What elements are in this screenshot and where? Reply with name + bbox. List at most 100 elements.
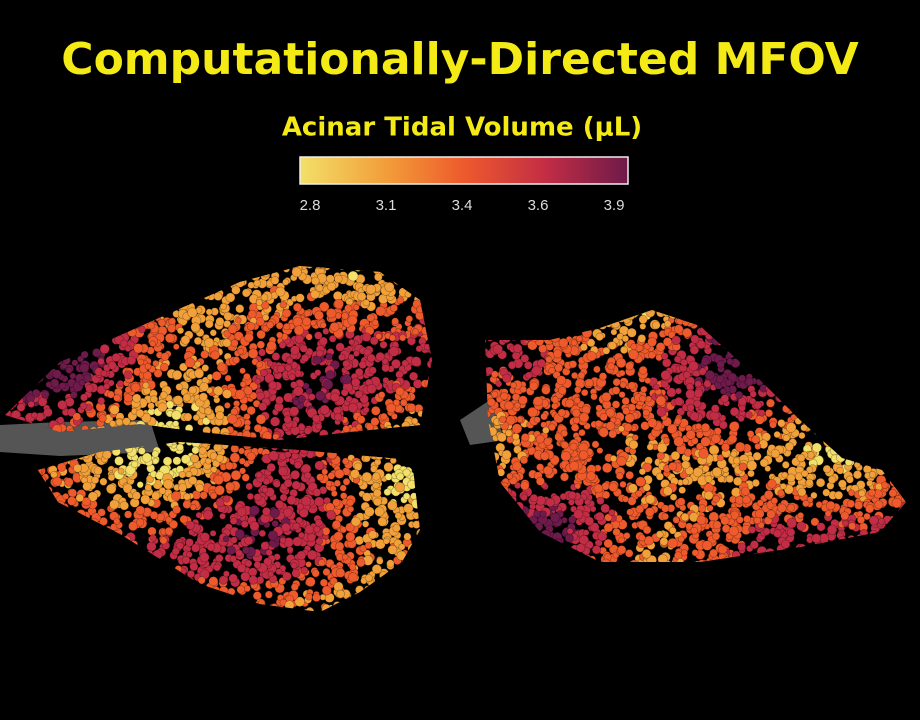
acinus-dot bbox=[540, 412, 548, 421]
acinus-dot bbox=[117, 467, 125, 475]
acinus-dot bbox=[162, 456, 173, 466]
acinus-dot bbox=[570, 423, 580, 432]
acinus-dot bbox=[572, 416, 581, 425]
acinus-dot bbox=[279, 493, 288, 502]
acinus-dot bbox=[214, 485, 225, 496]
acinus-dot bbox=[149, 340, 156, 348]
acinus-dot bbox=[406, 403, 417, 413]
acinus-dot bbox=[390, 412, 398, 420]
acinus-dot bbox=[399, 334, 407, 342]
acinus-dot bbox=[326, 509, 336, 520]
acinus-dot bbox=[98, 414, 107, 423]
acinus-dot bbox=[377, 516, 388, 527]
acinus-dot bbox=[283, 415, 292, 424]
acinus-dot bbox=[219, 302, 227, 311]
acinus-dot bbox=[743, 515, 752, 524]
acinus-dot bbox=[147, 321, 155, 330]
acinus-dot bbox=[384, 473, 393, 481]
acinus-dot bbox=[258, 402, 268, 412]
acinus-dot bbox=[366, 353, 376, 363]
acinus-dot bbox=[147, 402, 155, 410]
acinus-dot bbox=[283, 322, 291, 331]
acinus-dot bbox=[137, 447, 146, 455]
acinus-dot bbox=[409, 371, 419, 381]
acinus-dot bbox=[119, 339, 129, 348]
acinus-dot bbox=[305, 387, 313, 395]
acinus-dot bbox=[310, 276, 320, 286]
acinus-dot bbox=[297, 395, 306, 404]
acinus-dot bbox=[173, 395, 184, 406]
acinus-dot bbox=[142, 370, 152, 381]
acinus-dot bbox=[347, 270, 359, 282]
acinus-dot bbox=[335, 342, 345, 352]
acinus-dot bbox=[142, 381, 150, 389]
acinus-dot bbox=[541, 385, 551, 395]
acinus-dot bbox=[747, 469, 755, 478]
acinus-dot bbox=[827, 475, 837, 484]
acinus-dot bbox=[230, 339, 239, 348]
acinus-dot bbox=[197, 576, 206, 585]
acinus-dot bbox=[222, 494, 231, 503]
airway bbox=[0, 420, 160, 456]
acinus-dot bbox=[275, 568, 283, 576]
acinus-dot bbox=[304, 524, 315, 535]
acinus-dot bbox=[185, 520, 195, 530]
acinus-dot bbox=[73, 463, 82, 473]
acinus-dot bbox=[318, 336, 328, 346]
acinus-dot bbox=[235, 316, 242, 324]
acinus-dot bbox=[312, 488, 322, 497]
acinus-dot bbox=[223, 311, 233, 321]
acinus-dot bbox=[243, 386, 253, 396]
acinus-dot bbox=[178, 471, 187, 479]
acinus-dot bbox=[673, 324, 684, 334]
acinus-dot bbox=[192, 414, 200, 422]
acinus-dot bbox=[206, 542, 216, 552]
acinus-dot bbox=[276, 331, 284, 339]
acinus-dot bbox=[291, 568, 301, 578]
acinus-dot bbox=[272, 480, 281, 488]
acinus-dot bbox=[97, 508, 106, 517]
acinus-dot bbox=[389, 303, 398, 312]
acinus-dot bbox=[362, 520, 370, 528]
acinus-dot bbox=[310, 289, 320, 300]
acinus-dot bbox=[78, 379, 86, 387]
acinus-dot bbox=[253, 423, 263, 433]
acinus-dot bbox=[325, 480, 333, 487]
acinus-dot bbox=[175, 383, 183, 391]
acinus-dot bbox=[307, 532, 317, 542]
acinus-dot bbox=[363, 454, 371, 463]
acinus-dot bbox=[363, 348, 372, 357]
acinus-dot bbox=[198, 392, 208, 402]
acinus-dot bbox=[256, 329, 266, 340]
acinus-dot bbox=[381, 363, 391, 373]
acinus-dot bbox=[328, 334, 337, 343]
acinus-dot bbox=[258, 529, 267, 538]
acinus-dot bbox=[237, 563, 247, 573]
acinus-dot bbox=[619, 381, 627, 389]
acinus-dot bbox=[749, 540, 759, 550]
acinus-dot bbox=[257, 348, 266, 357]
acinus-dot bbox=[815, 478, 826, 488]
acinus-dot bbox=[235, 549, 243, 557]
acinus-dot bbox=[346, 498, 355, 507]
acinus-dot bbox=[268, 450, 279, 461]
acinus-dot bbox=[256, 391, 265, 401]
acinus-dot bbox=[601, 462, 613, 474]
acinus-dot bbox=[180, 335, 191, 345]
acinus-dot bbox=[615, 357, 627, 369]
acinus-dot bbox=[293, 325, 305, 336]
acinus-dot bbox=[243, 585, 251, 593]
acinus-dot bbox=[187, 307, 198, 318]
acinus-dot bbox=[307, 549, 318, 561]
acinus-dot bbox=[368, 366, 377, 375]
acinus-dot bbox=[210, 465, 218, 473]
acinus-dot bbox=[594, 511, 605, 522]
acinus-dot bbox=[159, 391, 168, 399]
acinus-dot bbox=[199, 382, 209, 392]
acinus-dot bbox=[159, 362, 169, 372]
acinus-dot bbox=[109, 420, 117, 428]
acinus-dot bbox=[185, 538, 194, 547]
acinus-dot bbox=[347, 353, 355, 361]
acinus-dot bbox=[199, 491, 208, 500]
